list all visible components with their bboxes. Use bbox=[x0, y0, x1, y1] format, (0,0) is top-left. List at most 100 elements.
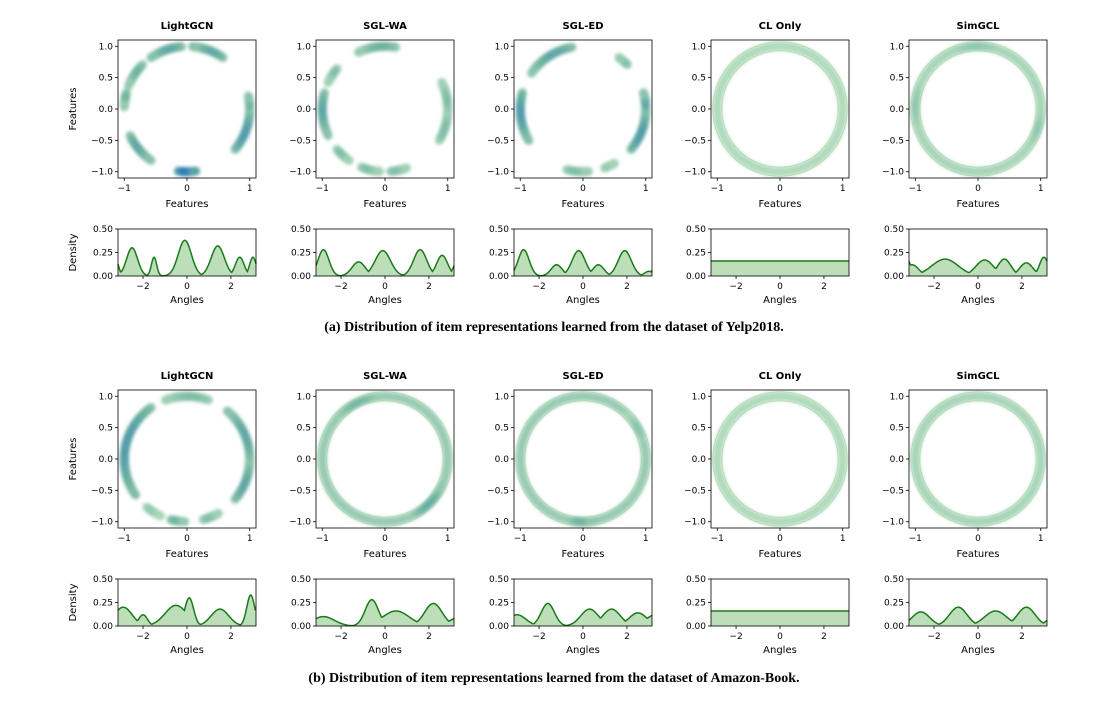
ring-inner-rim bbox=[326, 400, 444, 518]
density-y-tick-label: 0.25 bbox=[291, 249, 311, 259]
panel-cl-only-amazon-book: CL Only −1 0 1 1.0 0.5 0.0 −0.5 −1.0 Features −2 0 2… bbox=[684, 371, 850, 656]
ring-outer-rim bbox=[712, 391, 848, 527]
density-y-tick-label: 0.00 bbox=[686, 272, 706, 282]
scatter-frame bbox=[908, 39, 1048, 179]
density-x-tick-label: 2 bbox=[228, 632, 234, 642]
y-tick-label: −0.5 bbox=[882, 136, 904, 146]
y-tick-label: −0.5 bbox=[487, 136, 509, 146]
density-y-tick-label: 0.50 bbox=[686, 575, 706, 585]
ring-segment bbox=[322, 129, 333, 141]
density-area bbox=[118, 594, 256, 626]
ring-segment bbox=[343, 155, 354, 165]
density-area bbox=[711, 610, 849, 626]
density-y-axis-label: Density bbox=[68, 233, 79, 271]
density-area bbox=[316, 249, 454, 276]
x-tick-label: 0 bbox=[184, 534, 190, 544]
y-tick-label: −0.5 bbox=[289, 486, 311, 496]
y-tick-label: 0.5 bbox=[890, 424, 904, 434]
panel-sgl-ed-amazon-book: SGL-ED −1 0 1 1.0 0.5 0.0 −0.5 −1.0 Features −2 0 2 0… bbox=[487, 371, 653, 656]
ring-segment bbox=[222, 406, 234, 417]
panel-sgl-wa-amazon-book: SGL-WA −1 0 1 1.0 0.5 0.0 −0.5 −1.0 Features −2 0 2 0… bbox=[289, 371, 455, 656]
scatter-frame bbox=[117, 39, 257, 179]
ring-density bbox=[712, 391, 848, 527]
y-tick-label: 1.0 bbox=[890, 392, 905, 402]
ring-outer-rim bbox=[910, 41, 1046, 177]
x-tick-label: 1 bbox=[840, 184, 846, 194]
density-area bbox=[909, 257, 1047, 276]
ring-segment bbox=[129, 488, 141, 500]
x-tick-label: 1 bbox=[247, 534, 253, 544]
y-tick-label: 0.5 bbox=[297, 74, 311, 84]
density-x-tick-label: 0 bbox=[975, 282, 981, 292]
x-tick-label: −1 bbox=[909, 184, 922, 194]
density-area bbox=[118, 240, 256, 276]
y-tick-label: 1.0 bbox=[99, 392, 114, 402]
panel-title: CL Only bbox=[759, 371, 802, 382]
y-tick-label: 0.0 bbox=[692, 455, 707, 465]
x-tick-label: 0 bbox=[975, 534, 981, 544]
ring-inner-rim bbox=[721, 400, 839, 518]
density-y-tick-label: 0.50 bbox=[93, 225, 113, 235]
y-tick-label: 0.0 bbox=[297, 105, 312, 115]
y-tick-label: 0.0 bbox=[890, 105, 905, 115]
density-x-tick-label: 0 bbox=[975, 632, 981, 642]
y-axis-label: Features bbox=[68, 88, 79, 131]
ring-outer-rim bbox=[712, 41, 848, 177]
density-x-tick-label: 2 bbox=[624, 282, 630, 292]
x-tick-label: 1 bbox=[247, 184, 253, 194]
y-tick-label: 0.5 bbox=[99, 424, 113, 434]
y-tick-label: −1.0 bbox=[684, 518, 706, 528]
density-y-tick-label: 0.50 bbox=[884, 225, 904, 235]
density-line bbox=[117, 239, 257, 277]
density-x-tick-label: 0 bbox=[184, 632, 190, 642]
density-x-tick-label: 0 bbox=[382, 282, 388, 292]
x-tick-label: 0 bbox=[777, 534, 783, 544]
density-y-tick-label: 0.50 bbox=[686, 225, 706, 235]
density-x-tick-label: −2 bbox=[136, 632, 149, 642]
y-tick-label: 0.5 bbox=[99, 74, 113, 84]
y-tick-label: −0.5 bbox=[487, 486, 509, 496]
density-x-axis-label: Angles bbox=[566, 295, 600, 306]
density-x-axis-label: Angles bbox=[961, 295, 995, 306]
density-y-tick-label: 0.25 bbox=[884, 249, 904, 259]
density-x-tick-label: −2 bbox=[927, 282, 940, 292]
y-axis-label: Features bbox=[68, 438, 79, 481]
y-tick-label: −1.0 bbox=[289, 518, 311, 528]
panel-title: LightGCN bbox=[161, 371, 214, 382]
ring-segment bbox=[607, 158, 619, 169]
scatter-frame bbox=[513, 389, 653, 529]
ring-density bbox=[910, 41, 1046, 177]
x-axis-label: Features bbox=[759, 549, 802, 560]
x-tick-label: −1 bbox=[118, 184, 131, 194]
density-line bbox=[908, 606, 1048, 625]
x-tick-label: 1 bbox=[445, 184, 451, 194]
density-x-tick-label: 0 bbox=[777, 282, 783, 292]
ring-outer-rim bbox=[910, 391, 1046, 527]
density-x-tick-label: −2 bbox=[729, 282, 742, 292]
ring-density bbox=[712, 41, 848, 177]
x-tick-label: 0 bbox=[382, 534, 388, 544]
density-x-tick-label: −2 bbox=[532, 632, 545, 642]
density-y-tick-label: 0.50 bbox=[93, 575, 113, 585]
density-x-axis-label: Angles bbox=[368, 295, 402, 306]
ring-segment bbox=[622, 410, 633, 420]
density-y-tick-label: 0.25 bbox=[686, 249, 706, 259]
density-x-tick-label: 2 bbox=[1019, 632, 1025, 642]
density-y-tick-label: 0.00 bbox=[686, 622, 706, 632]
x-axis-label: Features bbox=[166, 199, 209, 210]
ring-segment bbox=[523, 134, 534, 145]
density-area bbox=[514, 603, 652, 626]
caption-amazon-book: (b) Distribution of item representations… bbox=[308, 671, 800, 686]
x-axis-label: Features bbox=[562, 199, 605, 210]
density-x-tick-label: −2 bbox=[532, 282, 545, 292]
ring-inner-rim bbox=[721, 50, 839, 168]
density-x-tick-label: −2 bbox=[729, 632, 742, 642]
x-tick-label: −1 bbox=[909, 534, 922, 544]
x-tick-label: −1 bbox=[711, 184, 724, 194]
density-x-tick-label: 2 bbox=[624, 632, 630, 642]
y-tick-label: −1.0 bbox=[882, 518, 904, 528]
density-line bbox=[315, 598, 455, 627]
y-tick-label: −0.5 bbox=[882, 486, 904, 496]
panel-title: SGL-ED bbox=[562, 21, 603, 32]
y-tick-label: −1.0 bbox=[487, 168, 509, 178]
